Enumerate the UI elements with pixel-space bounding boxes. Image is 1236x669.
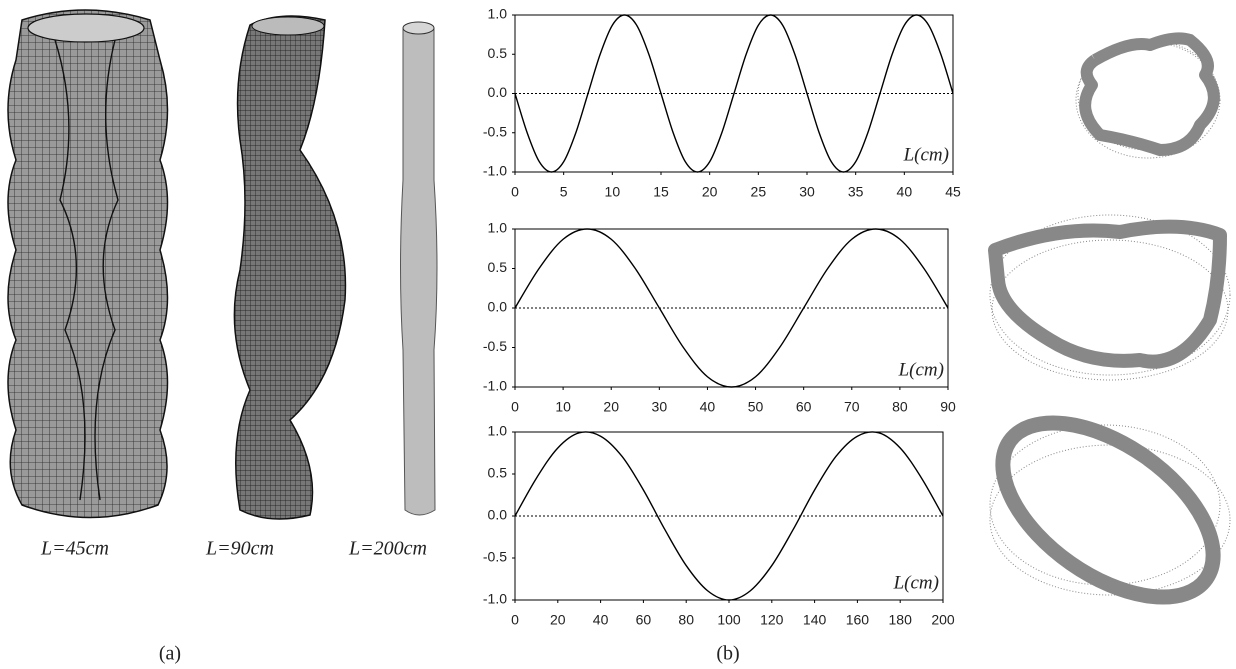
- y-tick-label: 0.5: [488, 259, 508, 275]
- x-tick-label: 40: [700, 399, 716, 415]
- y-tick-label: 1.0: [488, 423, 508, 439]
- x-tick-label: 180: [889, 612, 913, 628]
- y-tick-label: -1.0: [483, 163, 507, 179]
- x-tick-label: 160: [846, 612, 870, 628]
- x-tick-label: 15: [653, 184, 669, 200]
- x-tick-label: 60: [636, 612, 652, 628]
- x-tick-label: 40: [593, 612, 609, 628]
- axis-annotation: L(cm): [898, 359, 944, 380]
- x-tick-label: 0: [511, 399, 519, 415]
- y-tick-label: 1.0: [488, 220, 508, 236]
- x-tick-label: 0: [511, 612, 519, 628]
- figure: L=45cm L=90cm L=200cm (a) (b) -1.0 -0.5 0.…: [0, 0, 1236, 669]
- ring-1: [1076, 38, 1220, 158]
- x-tick-label: 30: [799, 184, 815, 200]
- tube-label: L=90cm: [205, 538, 274, 560]
- y-tick-label: -1.0: [483, 591, 507, 607]
- y-tick-label: 0.0: [488, 299, 508, 315]
- x-tick-label: 20: [603, 399, 619, 415]
- ring-3: [972, 388, 1236, 632]
- y-tick-label: -1.0: [483, 378, 507, 394]
- x-tick-label: 30: [652, 399, 668, 415]
- axis-annotation: L(cm): [893, 572, 939, 593]
- tube-45: [8, 10, 168, 518]
- x-tick-label: 50: [748, 399, 764, 415]
- panel-caption: (b): [716, 643, 739, 665]
- tube-label: L=45cm: [40, 538, 109, 560]
- y-tick-label: -0.5: [483, 123, 507, 139]
- x-tick-label: 45: [945, 184, 961, 200]
- x-tick-label: 200: [931, 612, 955, 628]
- tube-90: [234, 16, 345, 519]
- x-tick-label: 140: [803, 612, 827, 628]
- x-tick-label: 25: [751, 184, 767, 200]
- tube-200: [401, 22, 438, 515]
- x-tick-label: 10: [605, 184, 621, 200]
- y-tick-label: 0.0: [488, 507, 508, 523]
- x-tick-label: 35: [848, 184, 864, 200]
- x-tick-label: 5: [560, 184, 568, 200]
- tube-label: L=200cm: [348, 538, 427, 560]
- x-tick-label: 80: [892, 399, 908, 415]
- x-tick-label: 20: [550, 612, 566, 628]
- x-tick-label: 10: [555, 399, 571, 415]
- x-tick-label: 0: [511, 184, 519, 200]
- x-tick-label: 70: [844, 399, 860, 415]
- y-tick-label: -0.5: [483, 549, 507, 565]
- x-tick-label: 100: [717, 612, 741, 628]
- x-tick-label: 60: [796, 399, 812, 415]
- x-tick-label: 90: [940, 399, 956, 415]
- x-tick-label: 120: [760, 612, 784, 628]
- panel-caption: (a): [159, 643, 181, 665]
- y-tick-label: 0.0: [488, 84, 508, 100]
- x-tick-label: 40: [897, 184, 913, 200]
- y-tick-label: -0.5: [483, 338, 507, 354]
- y-tick-label: 1.0: [488, 6, 508, 22]
- y-tick-label: 0.5: [488, 465, 508, 481]
- ring-2: [990, 215, 1230, 380]
- y-tick-label: 0.5: [488, 45, 508, 61]
- axis-annotation: L(cm): [903, 144, 949, 165]
- x-tick-label: 80: [678, 612, 694, 628]
- x-tick-label: 20: [702, 184, 718, 200]
